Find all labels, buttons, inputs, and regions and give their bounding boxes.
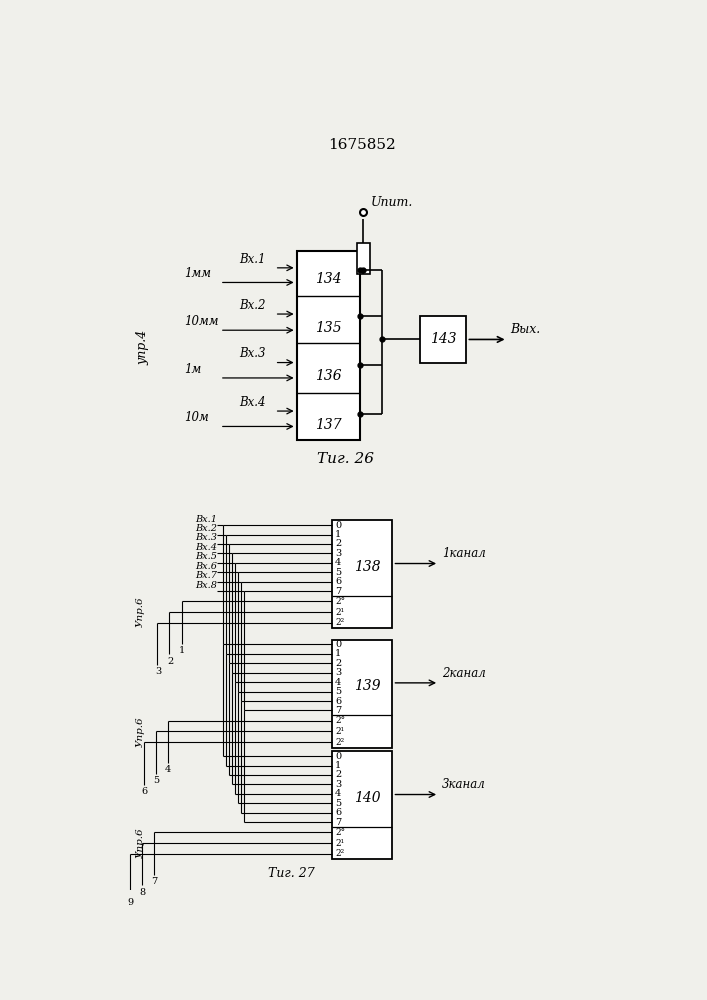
Text: 10мм: 10мм [185, 315, 218, 328]
Text: 2²: 2² [335, 849, 344, 858]
Bar [357, 243, 370, 274]
Bar [332, 640, 392, 748]
Text: Вх.2: Вх.2 [195, 524, 217, 533]
Text: 7: 7 [335, 706, 341, 715]
Text: 2²: 2² [335, 738, 344, 747]
Text: 2°: 2° [335, 597, 345, 606]
Text: 1: 1 [335, 530, 341, 539]
Text: 136: 136 [315, 369, 341, 383]
Bar [297, 251, 360, 440]
Text: 4: 4 [335, 558, 341, 567]
Text: 139: 139 [354, 679, 380, 693]
Text: Вх.2: Вх.2 [239, 299, 266, 312]
Text: 6: 6 [335, 808, 341, 817]
Text: 7: 7 [151, 877, 158, 886]
Text: Вх.4: Вх.4 [195, 543, 217, 552]
Text: Вх.6: Вх.6 [195, 562, 217, 571]
Text: 3: 3 [335, 668, 341, 677]
Text: 137: 137 [315, 418, 341, 432]
Text: 6: 6 [141, 787, 147, 796]
Text: 8: 8 [139, 888, 146, 897]
Text: 3: 3 [335, 780, 341, 789]
Text: 1канал: 1канал [442, 547, 486, 560]
Text: 2: 2 [167, 657, 173, 666]
Text: 2: 2 [335, 770, 341, 779]
Text: Τиг. 27: Τиг. 27 [268, 867, 315, 880]
Text: 3: 3 [335, 549, 341, 558]
Text: 3канал: 3канал [442, 778, 486, 791]
Text: 6: 6 [335, 577, 341, 586]
Text: Вх.3: Вх.3 [195, 533, 217, 542]
Text: Вых.: Вых. [510, 323, 541, 336]
Text: Τиг. 26: Τиг. 26 [317, 452, 375, 466]
Text: 5: 5 [153, 776, 159, 785]
Text: 2: 2 [335, 659, 341, 668]
Text: 2°: 2° [335, 716, 345, 725]
Bar [332, 751, 392, 859]
Text: 2²: 2² [335, 618, 344, 627]
Text: 0: 0 [335, 640, 341, 649]
Text: 2°: 2° [335, 828, 345, 837]
Text: Упр.6: Упр.6 [136, 828, 145, 858]
Text: 135: 135 [315, 321, 341, 335]
Text: 2¹: 2¹ [335, 608, 344, 617]
Text: 138: 138 [354, 560, 380, 574]
Text: 7: 7 [335, 818, 341, 827]
Text: 1675852: 1675852 [329, 138, 396, 152]
Bar [420, 316, 467, 363]
Text: Вх.1: Вх.1 [239, 253, 266, 266]
Text: 7: 7 [335, 587, 341, 596]
Text: 0: 0 [335, 752, 341, 761]
Text: 2¹: 2¹ [335, 839, 344, 848]
Text: 5: 5 [335, 568, 341, 577]
Text: 1: 1 [335, 649, 341, 658]
Text: 9: 9 [127, 898, 134, 907]
Text: Упр.6: Упр.6 [136, 716, 145, 747]
Text: 2¹: 2¹ [335, 727, 344, 736]
Text: 1мм: 1мм [185, 267, 211, 280]
Text: 134: 134 [315, 272, 341, 286]
Text: 4: 4 [335, 789, 341, 798]
Text: 4: 4 [165, 765, 172, 774]
Text: 4: 4 [335, 678, 341, 687]
Text: упр.4: упр.4 [136, 330, 150, 365]
Text: 10м: 10м [185, 411, 209, 424]
Text: Вх.1: Вх.1 [195, 515, 217, 524]
Text: 1: 1 [179, 646, 185, 655]
Text: 1: 1 [335, 761, 341, 770]
Text: 5: 5 [335, 687, 341, 696]
Text: 1м: 1м [185, 363, 201, 376]
Text: Вх.5: Вх.5 [195, 552, 217, 561]
Text: Вх.7: Вх.7 [195, 571, 217, 580]
Text: 3: 3 [155, 667, 161, 676]
Text: 5: 5 [335, 799, 341, 808]
Text: 2канал: 2канал [442, 667, 486, 680]
Text: Вх.8: Вх.8 [195, 581, 217, 590]
Text: 143: 143 [430, 332, 457, 346]
Text: Вх.3: Вх.3 [239, 347, 266, 360]
Text: Упр.6: Упр.6 [136, 597, 145, 627]
Text: 0: 0 [335, 521, 341, 530]
Text: 140: 140 [354, 791, 380, 805]
Text: 2: 2 [335, 539, 341, 548]
Text: Uпит.: Uпит. [370, 196, 413, 209]
Text: Вх.4: Вх.4 [239, 396, 266, 409]
Text: 6: 6 [335, 697, 341, 706]
Bar [332, 520, 392, 628]
